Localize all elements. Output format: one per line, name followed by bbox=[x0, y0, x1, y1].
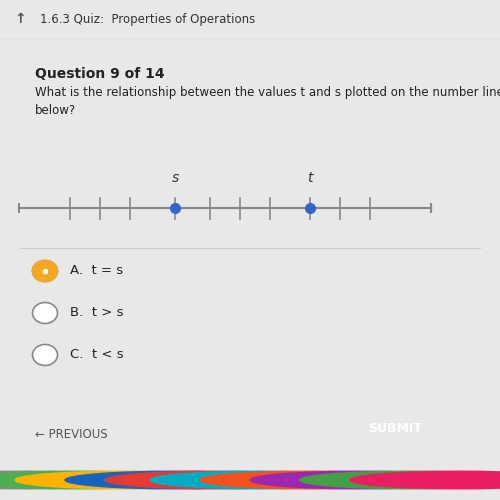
Circle shape bbox=[200, 471, 420, 489]
Circle shape bbox=[0, 471, 185, 489]
Text: What is the relationship between the values t and s plotted on the number line
b: What is the relationship between the val… bbox=[35, 86, 500, 117]
Circle shape bbox=[350, 471, 500, 489]
Circle shape bbox=[0, 471, 135, 489]
Circle shape bbox=[105, 471, 325, 489]
Text: B.  t > s: B. t > s bbox=[70, 306, 124, 320]
Circle shape bbox=[15, 471, 235, 489]
Circle shape bbox=[32, 302, 58, 324]
Text: Question 9 of 14: Question 9 of 14 bbox=[35, 68, 164, 82]
Circle shape bbox=[32, 260, 58, 281]
Text: s: s bbox=[172, 171, 178, 185]
Text: A.  t = s: A. t = s bbox=[70, 264, 123, 278]
Text: ↑: ↑ bbox=[14, 12, 26, 26]
Circle shape bbox=[32, 260, 58, 281]
Text: t: t bbox=[307, 171, 313, 185]
Circle shape bbox=[32, 344, 58, 366]
Circle shape bbox=[250, 471, 470, 489]
Text: 1.6.3 Quiz:  Properties of Operations: 1.6.3 Quiz: Properties of Operations bbox=[40, 12, 256, 26]
Circle shape bbox=[150, 471, 370, 489]
Text: C.  t < s: C. t < s bbox=[70, 348, 124, 362]
Text: ← PREVIOUS: ← PREVIOUS bbox=[35, 428, 108, 442]
Circle shape bbox=[65, 471, 285, 489]
Text: SUBMIT: SUBMIT bbox=[368, 422, 422, 435]
Circle shape bbox=[300, 471, 500, 489]
